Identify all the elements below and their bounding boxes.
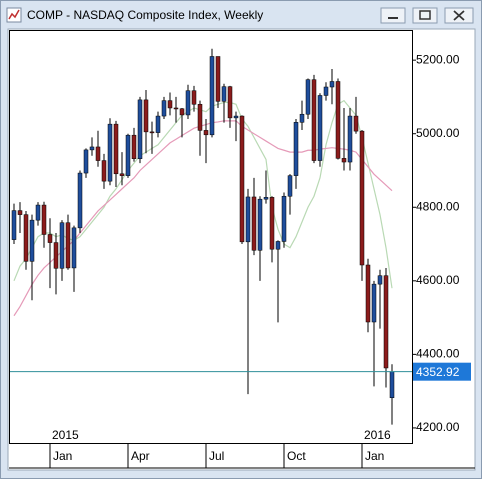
candle-body bbox=[359, 130, 365, 266]
candle-body bbox=[233, 115, 239, 119]
candle-body bbox=[281, 195, 287, 242]
x-tick-label: Oct bbox=[287, 449, 306, 463]
candle-body bbox=[191, 90, 197, 105]
y-tick-label: 4400.00 bbox=[416, 347, 460, 361]
moving-average-line bbox=[13, 99, 393, 289]
window-title: COMP - NASDAQ Composite Index, Weekly bbox=[27, 8, 263, 22]
candle-body bbox=[59, 222, 65, 269]
candle-body bbox=[245, 196, 251, 243]
candle-body bbox=[221, 86, 227, 102]
candle-body bbox=[125, 134, 131, 176]
minimize-button[interactable] bbox=[380, 7, 406, 24]
y-tick-label: 4800.00 bbox=[416, 199, 460, 213]
candle-body bbox=[197, 104, 203, 131]
candle-body bbox=[107, 123, 113, 182]
candle-body bbox=[23, 214, 29, 262]
restore-button[interactable] bbox=[412, 7, 438, 24]
candle-body bbox=[335, 81, 341, 159]
chart-layer: 4200.00 4400.00 4600.00 4800.00 5000.00 5200.… bbox=[10, 48, 471, 468]
candle-body bbox=[353, 115, 359, 132]
y-tick-label: 5000.00 bbox=[416, 126, 460, 140]
y-tick-label: 4600.00 bbox=[416, 273, 460, 287]
candle-body bbox=[173, 107, 179, 110]
candle-body bbox=[293, 122, 299, 176]
candle-body bbox=[365, 264, 371, 323]
candle-body bbox=[185, 90, 191, 116]
year-label: 2015 bbox=[52, 428, 79, 442]
y-tick-label: 4200.00 bbox=[416, 420, 460, 434]
candle-body bbox=[47, 234, 53, 243]
candle-body bbox=[11, 210, 17, 240]
candle-body bbox=[347, 115, 353, 163]
candle-body bbox=[95, 146, 101, 161]
candle-body bbox=[329, 81, 335, 88]
candle-body bbox=[239, 115, 245, 243]
moving-average-line bbox=[13, 120, 393, 317]
candle-body bbox=[341, 158, 347, 163]
candle-body bbox=[119, 173, 125, 176]
year-label: 2016 bbox=[364, 428, 391, 442]
x-tick-label: Apr bbox=[131, 449, 150, 463]
last-price-label: 4352.92 bbox=[416, 365, 460, 379]
candle-body bbox=[167, 100, 173, 109]
candle-body bbox=[17, 210, 23, 215]
candle-body bbox=[275, 241, 281, 250]
candle-body bbox=[377, 275, 383, 285]
close-button[interactable] bbox=[444, 7, 474, 24]
candle-body bbox=[137, 99, 143, 159]
candle-body bbox=[389, 371, 395, 399]
candle-body bbox=[41, 204, 47, 235]
candle-body bbox=[209, 56, 215, 136]
x-tick-label: Jul bbox=[209, 449, 224, 463]
candle-body bbox=[215, 56, 221, 102]
candle-body bbox=[317, 95, 323, 161]
candle-body bbox=[83, 149, 89, 174]
candle-body bbox=[53, 242, 59, 269]
x-tick-label: Jan bbox=[53, 449, 72, 463]
candle-body bbox=[323, 86, 329, 96]
candle-body bbox=[257, 198, 263, 251]
candle-body bbox=[29, 219, 35, 262]
candle-body bbox=[35, 204, 41, 221]
candle-body bbox=[89, 146, 95, 151]
candle-body bbox=[143, 99, 149, 133]
x-tick-label: Jan bbox=[365, 449, 384, 463]
candle-body bbox=[263, 197, 269, 200]
candle-body bbox=[149, 131, 155, 134]
candle-body bbox=[131, 134, 137, 159]
candle-body bbox=[371, 283, 377, 323]
candle-body bbox=[305, 79, 311, 115]
candle-body bbox=[161, 100, 167, 117]
candle-body bbox=[113, 123, 119, 175]
candle-body bbox=[287, 175, 293, 197]
candle-body bbox=[77, 172, 83, 229]
last-price-box bbox=[413, 362, 471, 381]
candle-body bbox=[101, 160, 107, 182]
candle-body bbox=[65, 222, 71, 269]
candle-body bbox=[227, 86, 233, 119]
candle-body bbox=[299, 113, 305, 123]
candle-body bbox=[383, 275, 389, 369]
candle-body bbox=[203, 130, 209, 136]
candle-body bbox=[179, 108, 185, 116]
app-icon bbox=[6, 7, 22, 23]
candle-body bbox=[269, 197, 275, 250]
y-tick-label: 5200.00 bbox=[416, 52, 460, 66]
candle-body bbox=[311, 79, 317, 161]
candle-body bbox=[71, 227, 77, 269]
candle-body bbox=[251, 196, 257, 251]
candle-body bbox=[155, 115, 161, 133]
